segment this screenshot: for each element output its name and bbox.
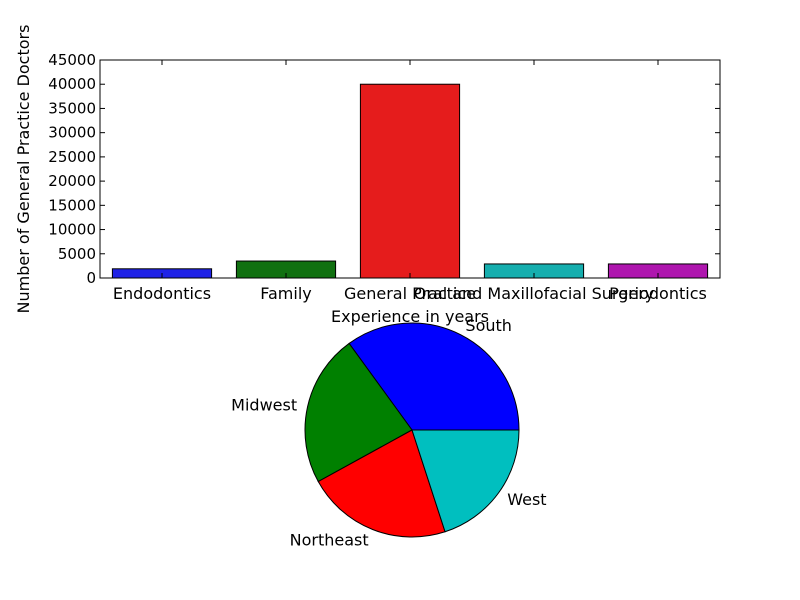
y-tick-label-2: 10000: [48, 221, 96, 239]
x-category-label-2: General Practice: [344, 284, 476, 303]
x-category-label-0: Endodontics: [113, 284, 211, 303]
pie-label-northeast: Northeast: [290, 530, 369, 549]
y-tick-label-7: 35000: [48, 99, 96, 117]
x-category-label-1: Family: [260, 284, 311, 303]
pie-slice-midwest: [304, 342, 413, 483]
y-axis-label: Number of General Practice Doctors: [14, 25, 33, 314]
y-tick-label-5: 25000: [48, 148, 96, 166]
pie-chart: South Midwest Northeast West: [231, 316, 546, 549]
pie-slice-south: [348, 322, 520, 431]
y-tick-label-6: 30000: [48, 124, 96, 142]
y-tick-label-4: 20000: [48, 172, 96, 190]
y-tick-label-9: 45000: [48, 51, 96, 69]
pie-label-west: West: [507, 490, 546, 509]
bar-2: [359, 83, 461, 279]
pie-label-south: South: [465, 316, 512, 335]
y-tick-label-8: 40000: [48, 75, 96, 93]
y-tick-label-3: 15000: [48, 196, 96, 214]
pie-slice-west: [411, 429, 520, 533]
x-category-label-4: Periodontics: [609, 284, 707, 303]
pie-label-midwest: Midwest: [231, 395, 297, 414]
x-axis-label: Experience in years: [331, 307, 489, 326]
pie-slice-northeast: [317, 429, 446, 538]
bar-chart: 0 5000 10000 15000 20000 25000 30000 35000 40000…: [14, 25, 721, 326]
y-tick-label-0: 0: [86, 269, 96, 287]
x-category-label-3: Oral and Maxillofacial Surgery: [414, 284, 655, 303]
y-tick-label-1: 5000: [58, 245, 96, 263]
